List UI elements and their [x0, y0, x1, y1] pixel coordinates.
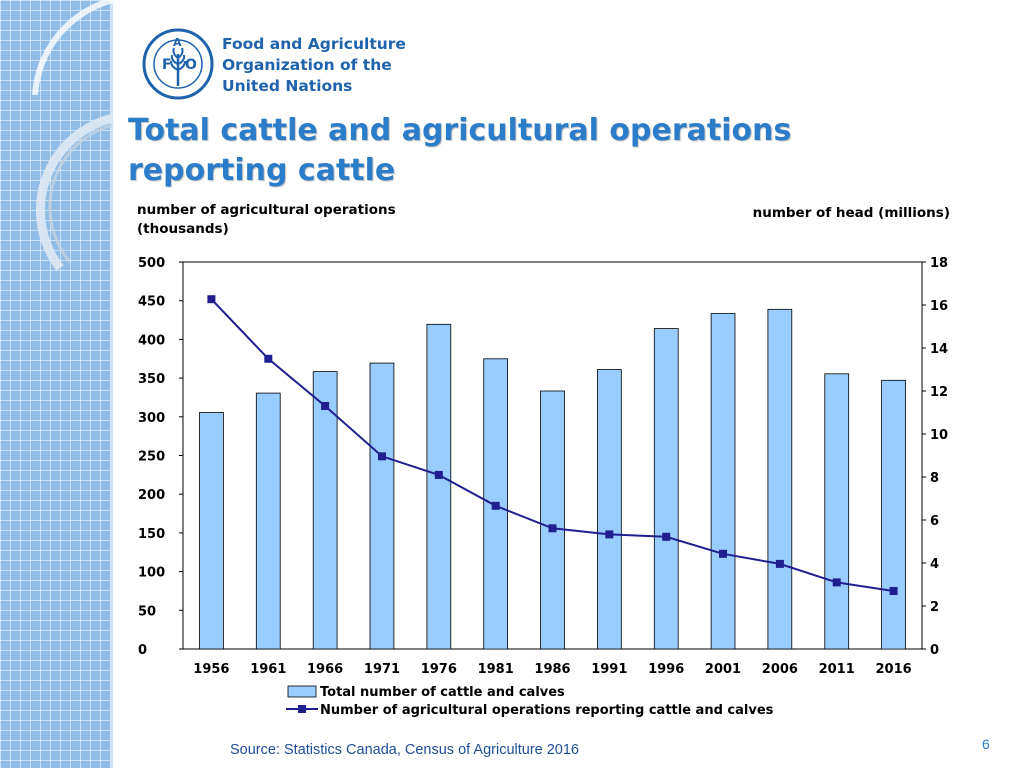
logo-letter-a: A: [173, 36, 182, 49]
org-name-line-2: Organization of the: [222, 56, 392, 74]
bar-1976: [426, 323, 452, 650]
x-tick-label-1966: 1966: [307, 662, 343, 677]
right-tick-label-12: 12: [930, 385, 948, 400]
point-1996: [662, 532, 671, 541]
bar-2001: [710, 313, 736, 650]
bar-1986: [540, 390, 565, 650]
right-tick-label-18: 18: [930, 256, 948, 271]
x-tick-label-2011: 2011: [819, 662, 855, 677]
x-tick-label-2006: 2006: [762, 662, 798, 677]
left-tick-label-250: 250: [138, 450, 165, 465]
left-tick-label-150: 150: [138, 527, 165, 542]
fao-logo: F A O: [142, 28, 214, 100]
point-1966: [321, 402, 330, 410]
point-2001: [719, 549, 727, 558]
legend-bar-swatch: [287, 685, 317, 698]
right-tick-label-14: 14: [930, 342, 948, 357]
left-tick-label-450: 450: [138, 295, 165, 310]
right-tick-label-6: 6: [930, 514, 939, 529]
point-2016: [889, 587, 898, 595]
x-tick-label-1971: 1971: [364, 662, 400, 677]
left-tick-label-300: 300: [138, 411, 165, 426]
point-1986: [548, 524, 557, 533]
x-tick-label-2001: 2001: [705, 662, 741, 677]
bar-2016: [881, 379, 906, 650]
point-2006: [775, 559, 784, 568]
organization-name: Food and Agriculture Organization of the…: [222, 34, 422, 97]
left-tick-label-350: 350: [138, 372, 165, 387]
org-name-line-3: United Nations: [222, 77, 353, 95]
bar-1966: [312, 371, 338, 650]
x-tick-label-1976: 1976: [421, 662, 457, 677]
right-tick-label-2: 2: [930, 600, 939, 615]
left-axis-title: number of agricultural operations (thous…: [137, 202, 396, 237]
point-1991: [605, 530, 614, 539]
legend-line-marker: [298, 705, 306, 713]
logo-letter-o: O: [185, 57, 197, 73]
right-tick-label-10: 10: [930, 428, 948, 443]
point-1956: [207, 295, 216, 304]
x-tick-label-1986: 1986: [534, 662, 570, 677]
x-tick-label-1956: 1956: [193, 662, 229, 677]
slide-title: Total cattle and agricultural operations…: [128, 113, 792, 188]
left-tick-label-50: 50: [138, 604, 156, 619]
right-tick-label-16: 16: [930, 299, 948, 314]
logo-letter-f: F: [162, 57, 172, 73]
point-1976: [434, 470, 443, 479]
legend-line-label: Number of agricultural operations report…: [320, 703, 774, 718]
bar-1971: [369, 362, 395, 650]
x-tick-label-1961: 1961: [250, 662, 286, 677]
left-tick-label-100: 100: [138, 566, 165, 581]
bar-2006: [767, 308, 793, 650]
point-1971: [378, 452, 386, 461]
x-tick-label-2016: 2016: [876, 662, 912, 677]
x-tick-label-1981: 1981: [478, 662, 514, 677]
bar-1956: [199, 412, 224, 650]
left-tick-label-200: 200: [138, 488, 165, 503]
bar-1961: [255, 392, 281, 650]
bar-1996: [653, 328, 679, 650]
org-name-line-1: Food and Agriculture: [222, 35, 406, 53]
x-tick-label-1991: 1991: [591, 662, 627, 677]
x-tick-label-1996: 1996: [648, 662, 684, 677]
point-1961: [264, 354, 273, 363]
legend-bar-label: Total number of cattle and calves: [320, 685, 565, 700]
right-tick-label-8: 8: [930, 471, 939, 486]
point-2011: [832, 578, 841, 587]
right-axis-title: number of head (millions): [752, 205, 950, 221]
point-1981: [491, 501, 500, 510]
left-tick-label-400: 400: [138, 333, 165, 348]
bar-2011: [824, 373, 850, 650]
left-tick-label-500: 500: [138, 256, 165, 271]
right-tick-label-0: 0: [930, 643, 939, 658]
right-tick-label-4: 4: [930, 557, 939, 572]
left-tick-label-0: 0: [138, 643, 147, 658]
source-note: Source: Statistics Canada, Census of Agr…: [230, 742, 579, 758]
decorative-swoosh: [32, 0, 115, 271]
page-number: 6: [982, 736, 990, 752]
bar-1991: [597, 369, 622, 650]
